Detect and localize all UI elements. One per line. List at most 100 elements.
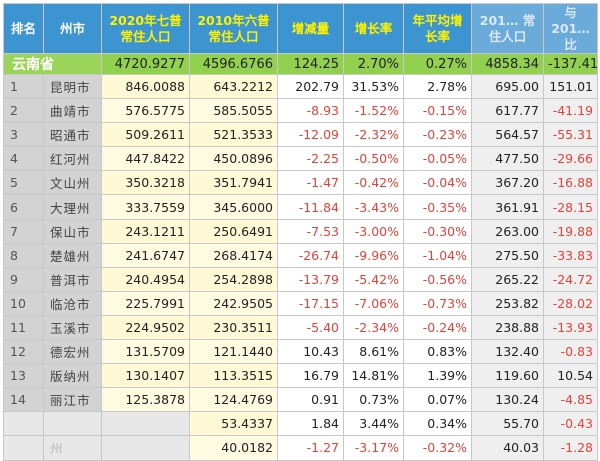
extra2-cell: -13.93 xyxy=(543,314,598,341)
pop2020-cell: 350.3218 xyxy=(101,170,190,196)
city-cell: 昭通市 xyxy=(43,122,102,148)
table-row: 14 丽江市 125.3878 124.4769 0.91 0.73% 0.07% 130.2… xyxy=(3,387,598,413)
growth-cell: -3.00% xyxy=(343,218,404,244)
rank-cell: 12 xyxy=(3,339,44,365)
table-row: 10 临沧市 225.7991 242.9505 -17.15 -7.06% -0.73% 2… xyxy=(3,290,598,316)
extra1-cell: 119.60 xyxy=(471,363,544,389)
pop2010-cell: 450.0896 xyxy=(189,146,278,172)
header-extra-1: 201… 常住人口 xyxy=(471,3,544,54)
pop2010-cell: 53.4337 xyxy=(189,411,278,437)
change-cell: -12.09 xyxy=(277,122,344,148)
extra1-cell: 275.50 xyxy=(471,242,544,268)
pop2010-cell: 254.2898 xyxy=(189,266,278,292)
extra2-cell: 151.01 xyxy=(543,73,598,100)
rank-cell: 9 xyxy=(3,266,44,292)
growth-cell: -5.42% xyxy=(343,266,404,292)
annual-cell: -0.15% xyxy=(403,98,472,124)
change-cell: 10.43 xyxy=(277,339,344,365)
rank-cell: 6 xyxy=(3,194,44,220)
annual-cell: -0.30% xyxy=(403,218,472,244)
pop2020-cell: 130.1407 xyxy=(101,363,190,389)
pop2020-cell: 241.6747 xyxy=(101,242,190,268)
growth-cell: -2.32% xyxy=(343,122,404,148)
extra1-cell: 477.50 xyxy=(471,146,544,172)
table-row: 6 大理州 333.7559 345.6000 -11.84 -3.43% -0.35% 36… xyxy=(3,194,598,220)
city-cell: 临沧市 xyxy=(43,290,102,316)
rank-cell: 8 xyxy=(3,242,44,268)
extra2-cell: -55.31 xyxy=(543,122,598,148)
growth-cell: -0.50% xyxy=(343,146,404,172)
growth-cell: -7.06% xyxy=(343,290,404,316)
growth-cell: -3.17% xyxy=(343,435,404,461)
city-cell: 文山州 xyxy=(43,170,102,196)
header-annual: 年平均增长率 xyxy=(403,3,472,54)
province-pop2020: 4720.9277 xyxy=(101,53,190,75)
pop2020-cell: 224.9502 xyxy=(101,314,190,341)
change-cell: 1.84 xyxy=(277,411,344,437)
city-cell: 大理州 xyxy=(43,194,102,220)
table-row: 2 曲靖市 576.5775 585.5055 -8.93 -1.52% -0.15% 617… xyxy=(3,98,598,124)
header-rank: 排名 xyxy=(3,3,44,54)
growth-cell: -2.34% xyxy=(343,314,404,341)
pop2010-cell: 351.7941 xyxy=(189,170,278,196)
rank-cell: 11 xyxy=(3,314,44,341)
pop2020-cell xyxy=(101,411,190,437)
province-name: 云南省 xyxy=(3,53,102,75)
city-cell: 保山市 xyxy=(43,218,102,244)
pop2020-cell xyxy=(101,435,190,461)
extra2-cell: -16.88 xyxy=(543,170,598,196)
table-row: 9 普洱市 240.4954 254.2898 -13.79 -5.42% -0.56% 26… xyxy=(3,266,598,292)
annual-cell: -0.32% xyxy=(403,435,472,461)
province-extra-2: -137.41 xyxy=(543,53,598,75)
rank-cell xyxy=(3,435,44,461)
table-row: 8 楚雄州 241.6747 268.4174 -26.74 -9.96% -1.04% 27… xyxy=(3,242,598,268)
province-pop2010: 4596.6766 xyxy=(189,53,278,75)
extra1-cell: 361.91 xyxy=(471,194,544,220)
extra2-cell: -28.15 xyxy=(543,194,598,220)
change-cell: -7.53 xyxy=(277,218,344,244)
annual-cell: -0.73% xyxy=(403,290,472,316)
table-row: 7 保山市 243.1211 250.6491 -7.53 -3.00% -0.30% 263… xyxy=(3,218,598,244)
city-cell: 红河州 xyxy=(43,146,102,172)
annual-cell: -0.23% xyxy=(403,122,472,148)
growth-cell: 3.44% xyxy=(343,411,404,437)
pop2020-cell: 576.5775 xyxy=(101,98,190,124)
table-row: 4 红河州 447.8422 450.0896 -2.25 -0.50% -0.05% 477… xyxy=(3,146,598,172)
annual-cell: 0.07% xyxy=(403,387,472,413)
pop2010-cell: 230.3511 xyxy=(189,314,278,341)
table-row: 州 40.0182 -1.27 -3.17% -0.32% 40.03 -1.28 xyxy=(3,435,598,461)
city-cell xyxy=(43,411,102,437)
annual-cell: -0.56% xyxy=(403,266,472,292)
city-cell: 州 xyxy=(43,435,102,461)
change-cell: -13.79 xyxy=(277,266,344,292)
extra2-cell: -1.28 xyxy=(543,435,598,461)
change-cell: -11.84 xyxy=(277,194,344,220)
pop2020-cell: 225.7991 xyxy=(101,290,190,316)
pop2020-cell: 243.1211 xyxy=(101,218,190,244)
table-row: 1 昆明市 846.0088 643.2212 202.79 31.53% 2.78% 695… xyxy=(3,73,598,100)
pop2010-cell: 643.2212 xyxy=(189,73,278,100)
table-row: 5 文山州 350.3218 351.7941 -1.47 -0.42% -0.04% 367… xyxy=(3,170,598,196)
extra2-cell: -29.66 xyxy=(543,146,598,172)
extra1-cell: 564.57 xyxy=(471,122,544,148)
annual-cell: -0.24% xyxy=(403,314,472,341)
growth-cell: 8.61% xyxy=(343,339,404,365)
extra1-cell: 265.22 xyxy=(471,266,544,292)
city-cell: 普洱市 xyxy=(43,266,102,292)
city-cell: 丽江市 xyxy=(43,387,102,413)
population-table-frame: 排名 州市 2020年七普常住人口 2010年六普常住人口 增减量 增长率 年平… xyxy=(3,3,598,461)
province-extra-1: 4858.34 xyxy=(471,53,544,75)
extra1-cell: 263.00 xyxy=(471,218,544,244)
pop2020-cell: 333.7559 xyxy=(101,194,190,220)
annual-cell: -0.35% xyxy=(403,194,472,220)
growth-cell: -9.96% xyxy=(343,242,404,268)
table-body: 云南省 4720.9277 4596.6766 124.25 2.70% 0.2… xyxy=(3,53,598,461)
change-cell: -26.74 xyxy=(277,242,344,268)
pop2010-cell: 585.5055 xyxy=(189,98,278,124)
table-header: 排名 州市 2020年七普常住人口 2010年六普常住人口 增减量 增长率 年平… xyxy=(3,3,598,54)
rank-cell: 7 xyxy=(3,218,44,244)
header-pop2020: 2020年七普常住人口 xyxy=(101,3,190,54)
extra2-cell: -0.83 xyxy=(543,339,598,365)
extra2-cell: 10.54 xyxy=(543,363,598,389)
growth-cell: -3.43% xyxy=(343,194,404,220)
